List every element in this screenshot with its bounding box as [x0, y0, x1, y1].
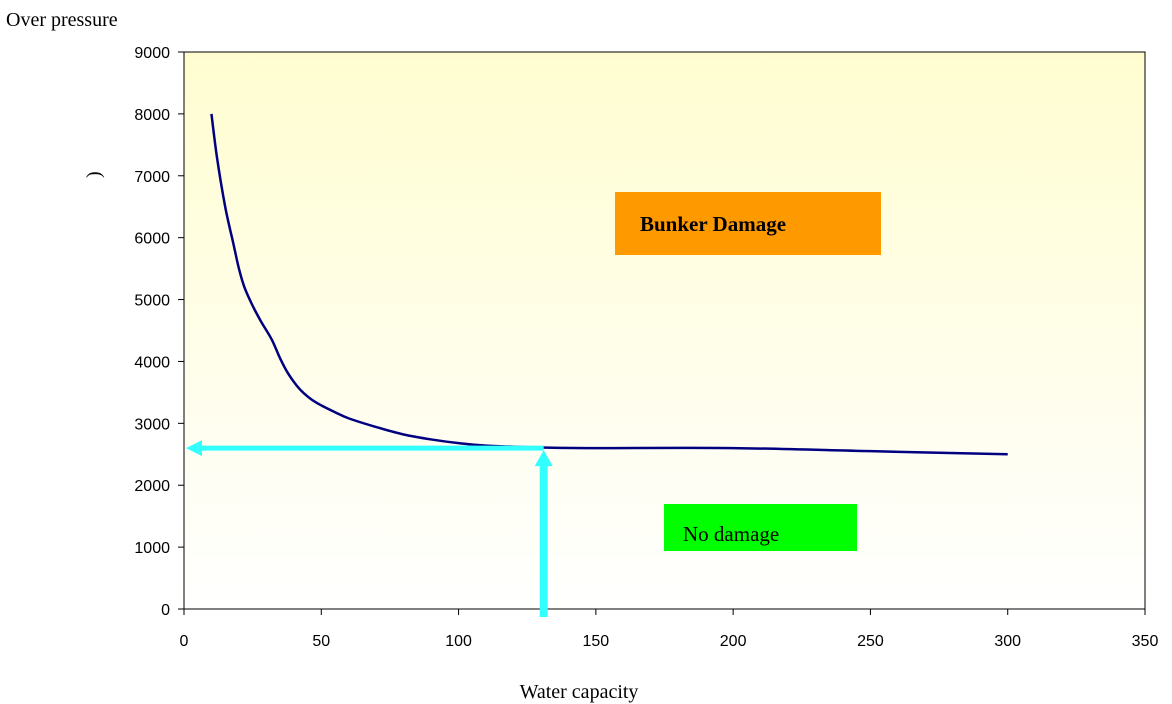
- y-tick-label: 1000: [134, 540, 170, 557]
- y-tick-label: 2000: [134, 478, 170, 495]
- y-tick-label: 6000: [134, 231, 170, 248]
- x-tick-label: 0: [180, 633, 189, 650]
- y-axis-title: Over pressure: [6, 9, 118, 31]
- x-tick-label: 50: [312, 633, 330, 650]
- vertical-arrow-head: [534, 450, 553, 467]
- region-no-damage-box: [664, 504, 857, 551]
- x-axis-title: Water capacity: [520, 681, 639, 703]
- y-axis-glyph: ): [83, 171, 105, 178]
- y-tick-label: 3000: [134, 416, 170, 433]
- y-tick-label: 7000: [134, 169, 170, 186]
- x-tick-label: 150: [583, 633, 610, 650]
- y-tick-label: 4000: [134, 354, 170, 371]
- x-tick-label: 200: [720, 633, 747, 650]
- horizontal-arrow-head: [186, 440, 202, 457]
- y-tick-label: 9000: [134, 45, 170, 62]
- plot-area: 0 1000 2000 3000 4000 5000 6000 7000 8000 9000 0 50…: [134, 45, 1158, 650]
- y-tick-label: 5000: [134, 293, 170, 310]
- x-tick-label: 250: [857, 633, 884, 650]
- y-tick-label: 8000: [134, 107, 170, 124]
- region-bunker-damage-label: Bunker Damage: [640, 212, 786, 236]
- x-tick-label: 350: [1132, 633, 1159, 650]
- x-tick-label: 100: [445, 633, 472, 650]
- region-no-damage-label: No damage: [683, 522, 779, 546]
- region-bunker-damage-box: [615, 192, 881, 255]
- y-tick-label: 0: [161, 602, 170, 619]
- series-line: [210, 113, 1008, 456]
- x-tick-label: 300: [994, 633, 1021, 650]
